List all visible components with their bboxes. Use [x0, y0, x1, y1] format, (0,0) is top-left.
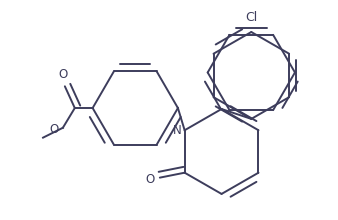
Text: O: O: [50, 123, 59, 136]
Text: O: O: [58, 68, 68, 81]
Text: Cl: Cl: [245, 11, 258, 24]
Text: O: O: [146, 173, 155, 186]
Text: N: N: [173, 124, 182, 137]
